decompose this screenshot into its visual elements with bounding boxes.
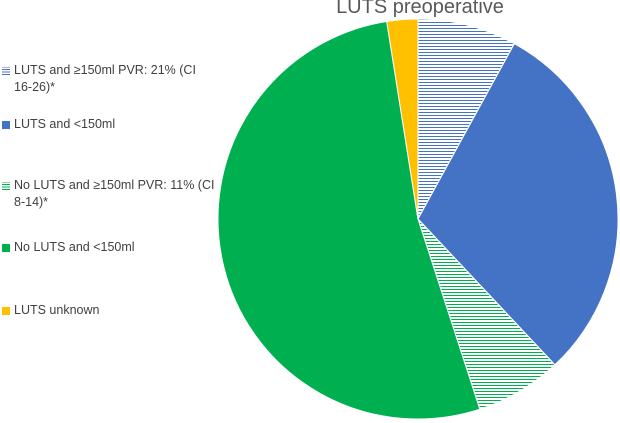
pie-slice bbox=[217, 20, 481, 420]
pie-slice bbox=[417, 43, 619, 366]
legend-swatch-icon bbox=[2, 182, 10, 190]
chart-title: LUTS preoperative bbox=[336, 0, 504, 18]
pie-slice bbox=[417, 18, 516, 220]
legend: LUTS and ≥150ml PVR: 21% (CI 16-26)* LUT… bbox=[0, 62, 215, 319]
legend-item: No LUTS and ≥150ml PVR: 11% (CI 8-14)* bbox=[0, 177, 215, 239]
legend-label: No LUTS and ≥150ml PVR: 11% (CI 8-14)* bbox=[14, 178, 215, 209]
legend-swatch-icon bbox=[2, 244, 10, 252]
legend-item: No LUTS and <150ml bbox=[0, 239, 215, 302]
legend-label: No LUTS and <150ml bbox=[14, 240, 135, 254]
legend-label: LUTS unknown bbox=[14, 303, 100, 317]
legend-swatch-icon bbox=[2, 67, 10, 75]
legend-swatch-icon bbox=[2, 121, 10, 129]
legend-label: LUTS and <150ml bbox=[14, 117, 116, 131]
pie-slice bbox=[386, 18, 419, 220]
legend-item: LUTS unknown bbox=[0, 302, 215, 319]
legend-item: LUTS and <150ml bbox=[0, 116, 215, 177]
legend-swatch-icon bbox=[2, 307, 10, 315]
legend-label: LUTS and ≥150ml PVR: 21% (CI 16-26)* bbox=[14, 63, 196, 94]
legend-item: LUTS and ≥150ml PVR: 21% (CI 16-26)* bbox=[0, 62, 215, 116]
